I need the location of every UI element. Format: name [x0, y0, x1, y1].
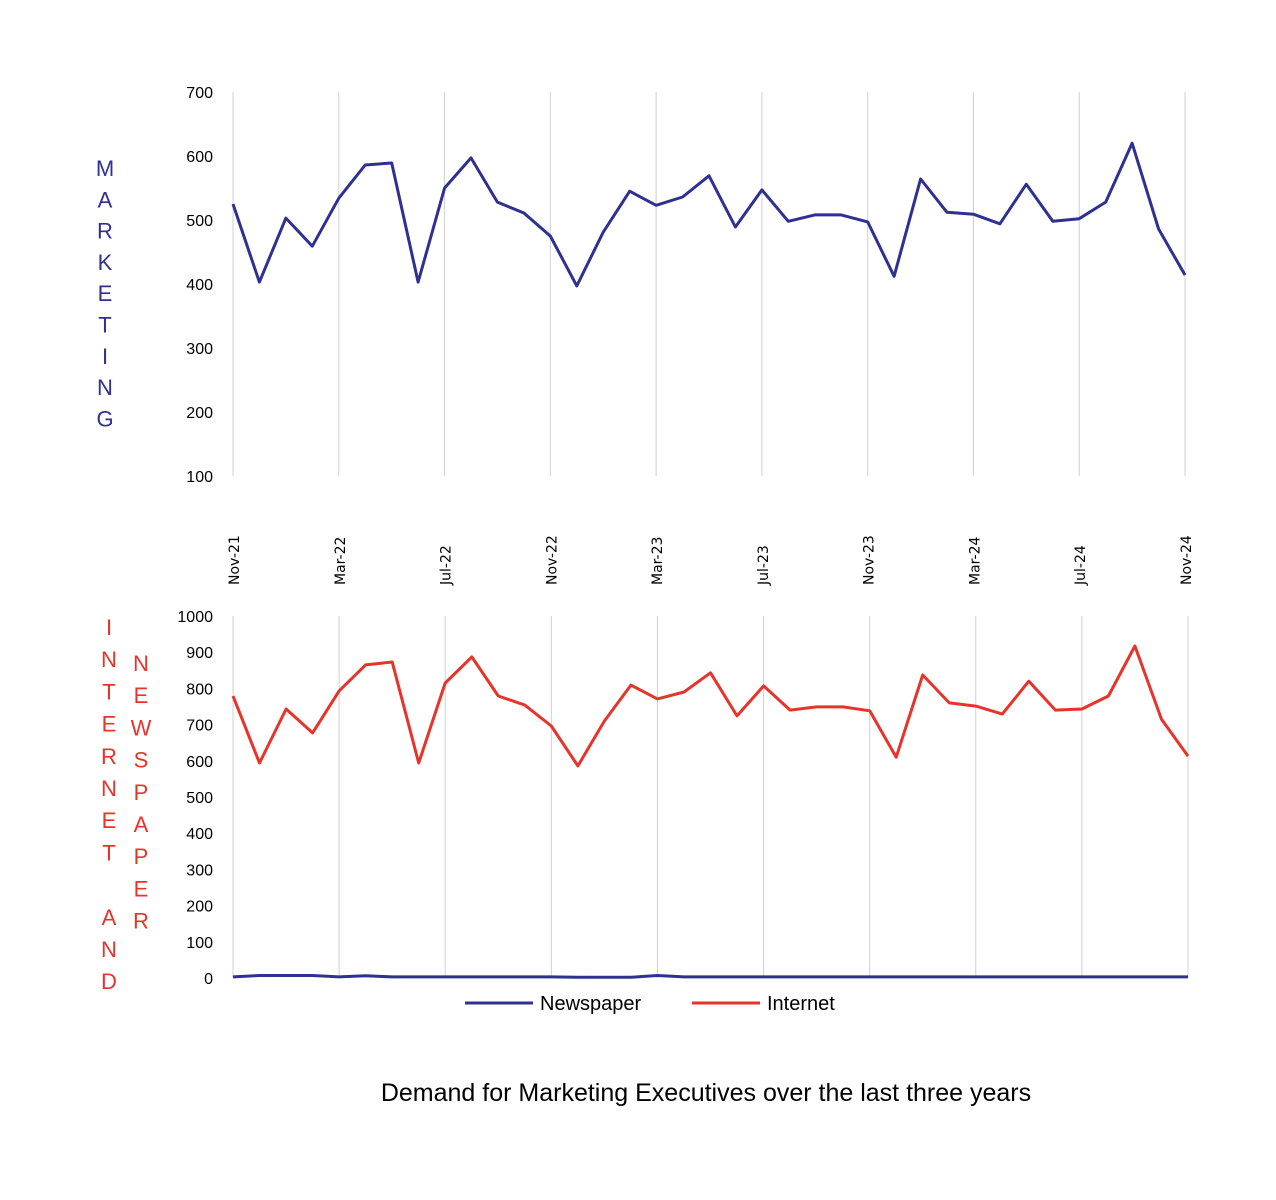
y-tick-label: 300 — [186, 862, 213, 879]
legend-newspaper-label: Newspaper — [540, 993, 642, 1015]
y-tick-label: 600 — [186, 149, 213, 166]
y-tick-label: 200 — [186, 899, 213, 916]
axis-label-letter: K — [98, 250, 113, 275]
y-tick-label: 700 — [186, 718, 213, 735]
axis-label-letter: T — [98, 313, 111, 338]
axis-label-letter: E — [134, 683, 149, 708]
x-tick-label: Jul-24 — [1073, 545, 1089, 586]
y-tick-label: 700 — [186, 85, 213, 102]
axis-label-letter: A — [102, 905, 117, 930]
x-tick-label: Mar-23 — [650, 537, 666, 585]
y-tick-label: 600 — [186, 754, 213, 771]
axis-label-letter: E — [134, 876, 149, 901]
top-chart-y-axis: 100 200 300 400 500 600 700 — [186, 85, 213, 486]
axis-label-letter: G — [96, 406, 113, 431]
legend-internet-label: Internet — [767, 993, 835, 1015]
axis-label-letter: T — [102, 840, 115, 865]
x-tick-label: Nov-22 — [544, 535, 560, 585]
series-line-newspaper — [232, 974, 1188, 979]
x-axis-labels: Nov-21 Mar-22 Jul-22 Nov-22 Mar-23 Jul-23 Nov-… — [227, 535, 1195, 586]
y-tick-label: 400 — [186, 277, 213, 294]
x-tick-label: Jul-23 — [756, 545, 772, 586]
y-tick-label: 100 — [186, 935, 213, 952]
axis-label-letter: N — [101, 937, 117, 962]
x-tick-label: Mar-22 — [333, 537, 349, 585]
series-line-marketing — [231, 141, 1187, 288]
axis-label-letter: A — [134, 812, 149, 837]
y-tick-label: 800 — [186, 681, 213, 698]
y-tick-label: 900 — [186, 645, 213, 662]
axis-label-letter: I — [102, 344, 108, 369]
axis-label-letter: T — [102, 679, 115, 704]
bottom-chart-y-axis: 0 100 200 300 400 500 600 700 800 900 1000 — [177, 609, 213, 988]
axis-label-letter: P — [134, 844, 149, 869]
axis-label-letter: M — [96, 156, 114, 181]
axis-label-letter: N — [101, 776, 117, 801]
x-tick-label: Mar-24 — [967, 537, 983, 585]
bottom-chart-gridlines — [232, 616, 1189, 978]
x-tick-label: Nov-21 — [227, 535, 243, 585]
axis-label-letter: N — [97, 375, 113, 400]
y-tick-label: 300 — [186, 341, 213, 358]
y-tick-label: 200 — [186, 405, 213, 422]
bottom-chart-series — [231, 644, 1190, 979]
y-tick-label: 100 — [186, 469, 213, 486]
y-tick-label: 500 — [186, 213, 213, 230]
y-tick-label: 0 — [204, 971, 213, 988]
axis-label-letter: S — [134, 748, 149, 773]
axis-label-letter: D — [101, 969, 117, 994]
axis-label-letter: E — [102, 808, 117, 833]
series-line-internet — [231, 644, 1190, 768]
axis-label-letter: N — [101, 647, 117, 672]
x-tick-label: Jul-22 — [439, 545, 455, 586]
axis-label-letter: A — [98, 187, 113, 212]
top-chart-gridlines — [232, 92, 1186, 476]
axis-label-letter: E — [102, 712, 117, 737]
y-tick-label: 400 — [186, 826, 213, 843]
chart-caption: Demand for Marketing Executives over the… — [381, 1079, 1031, 1107]
axis-label-letter: E — [98, 281, 113, 306]
axis-label-letter: R — [97, 219, 113, 244]
top-chart-series — [231, 141, 1187, 288]
axis-label-letter: I — [106, 615, 112, 640]
x-tick-label: Nov-23 — [862, 535, 878, 585]
axis-label-letter: R — [133, 909, 149, 934]
axis-label-letter: R — [101, 744, 117, 769]
y-tick-label: 1000 — [177, 609, 213, 626]
axis-label-letter: N — [133, 651, 149, 676]
legend: Newspaper Internet — [465, 993, 835, 1015]
axis-label-letter: P — [134, 780, 149, 805]
axis-label-letter: W — [131, 715, 152, 740]
y-tick-label: 500 — [186, 790, 213, 807]
x-tick-label: Nov-24 — [1179, 535, 1195, 585]
